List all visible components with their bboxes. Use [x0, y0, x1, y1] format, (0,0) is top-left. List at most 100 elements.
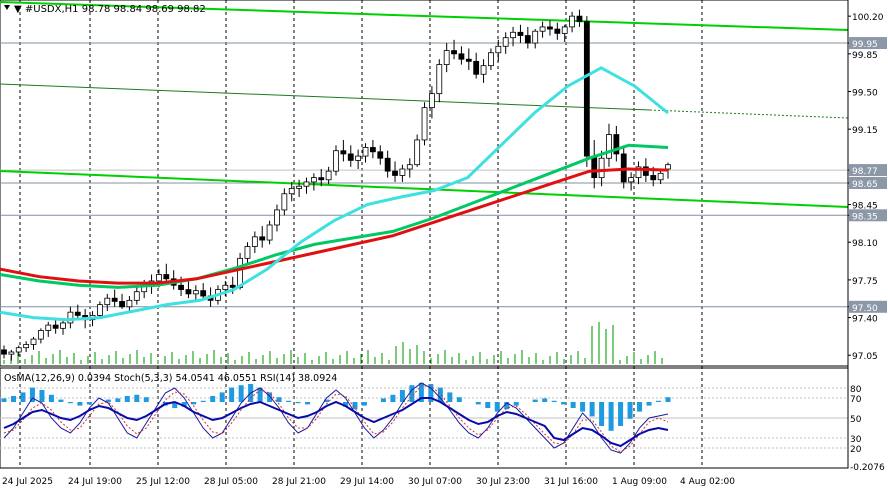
candle-body [185, 289, 192, 295]
price-label-box [849, 300, 887, 313]
candle-body [488, 52, 494, 67]
candle-body [119, 301, 125, 308]
osma-bar [580, 402, 586, 412]
candle-body [30, 338, 37, 345]
rsi-line [3, 397, 669, 448]
time-axis-label: 25 Jul 12:00 [136, 477, 190, 487]
oscillator-axis-label: 20 [850, 445, 862, 455]
candle-body [443, 50, 450, 65]
candle-body [244, 246, 251, 259]
candle-body [576, 15, 583, 22]
candle-body [355, 155, 362, 161]
osma-bar [418, 382, 424, 402]
oscillator-axis-label: -0.2076 [850, 463, 885, 473]
candle-body [465, 58, 472, 62]
price-axis-label: 98.10 [852, 239, 878, 249]
candle-body [547, 26, 553, 30]
osma-bar [627, 402, 633, 419]
candle-body [222, 284, 229, 290]
price-axis-label: 98.45 [852, 202, 878, 212]
osma-bar [513, 402, 519, 406]
candle-body [133, 291, 140, 301]
time-axis-label: 28 Jul 05:00 [204, 477, 258, 487]
osma-bar [143, 397, 149, 402]
time-axis-label: 1 Aug 09:00 [612, 477, 667, 487]
price-axis-label: 98.65 [852, 180, 878, 190]
stoch-main-line [3, 382, 669, 454]
osma-bar [39, 390, 45, 402]
ma-red-line[interactable] [0, 167, 669, 285]
moving-averages [0, 66, 669, 322]
candle-body [296, 185, 303, 189]
osma-bar [115, 398, 121, 402]
osma-bar [342, 402, 348, 407]
volume-bars [3, 322, 663, 364]
candle-body [156, 274, 162, 282]
candle-body [377, 151, 384, 159]
candle-body [613, 134, 620, 155]
candle-body [288, 187, 295, 195]
price-axis-label: 99.95 [852, 40, 878, 50]
oscillator-panel [0, 382, 848, 454]
time-axis: 24 Jul 2025 24 Jul 19:00 25 Jul 12:00 28 Ju… [2, 477, 735, 487]
candle-body [384, 157, 391, 172]
osma-bar [229, 387, 235, 402]
osma-bar [475, 402, 481, 405]
channel-lower-line[interactable] [0, 170, 849, 208]
osma-bar [589, 402, 595, 417]
candle-body [554, 28, 561, 34]
channel-upper-line[interactable] [0, 1, 849, 31]
candle-body [23, 344, 30, 349]
candle-body [451, 50, 457, 55]
osma-bar [437, 387, 443, 402]
osma-bar [276, 397, 282, 402]
price-label-box [849, 37, 887, 50]
symbol-dropdown-icon[interactable] [4, 5, 10, 10]
candle-body [583, 21, 590, 157]
candle-body [429, 93, 435, 109]
candle-body [362, 147, 369, 157]
candle-body [111, 297, 118, 302]
candle-body [251, 236, 258, 247]
ma-green-line[interactable] [0, 143, 669, 289]
candle-body [539, 26, 546, 32]
candle-body [274, 209, 280, 226]
candle-body [480, 65, 487, 75]
candle-body [325, 170, 332, 181]
osma-bar [105, 399, 111, 402]
candle-body [510, 31, 516, 39]
channel-middle-line-extension [649, 109, 849, 119]
price-axis-label: 98.77 [852, 167, 878, 177]
trend-channel-lines [0, 1, 849, 208]
ma-cyan-line[interactable] [0, 66, 669, 322]
osma-bar [409, 385, 415, 402]
candle-body [642, 166, 649, 176]
osma-bar [181, 402, 187, 407]
time-axis-label: 28 Jul 21:00 [272, 477, 326, 487]
candle-body [60, 322, 66, 329]
osma-bar [286, 400, 292, 402]
price-axis-label: 97.50 [852, 304, 878, 314]
osma-bar [532, 399, 538, 402]
osma-bar [485, 402, 491, 408]
candle-body [628, 177, 635, 183]
axis-background [848, 0, 888, 468]
price-axis-label: 100.20 [852, 13, 884, 23]
price-axis-label: 99.15 [852, 126, 878, 136]
candle-body [569, 15, 575, 28]
osma-bar [551, 400, 557, 402]
price-label-box [849, 209, 887, 222]
price-axis-label: 98.35 [852, 212, 878, 222]
osma-bar [200, 400, 206, 402]
osma-bar [124, 396, 130, 402]
candle-body [1, 349, 7, 355]
price-label-box [849, 177, 887, 189]
grid [0, 0, 849, 469]
candle-body [333, 150, 339, 172]
osma-bar [257, 387, 263, 402]
candle-body [104, 297, 111, 306]
candle-body [192, 290, 199, 295]
candle-body [347, 153, 354, 161]
candle-body [340, 150, 347, 155]
